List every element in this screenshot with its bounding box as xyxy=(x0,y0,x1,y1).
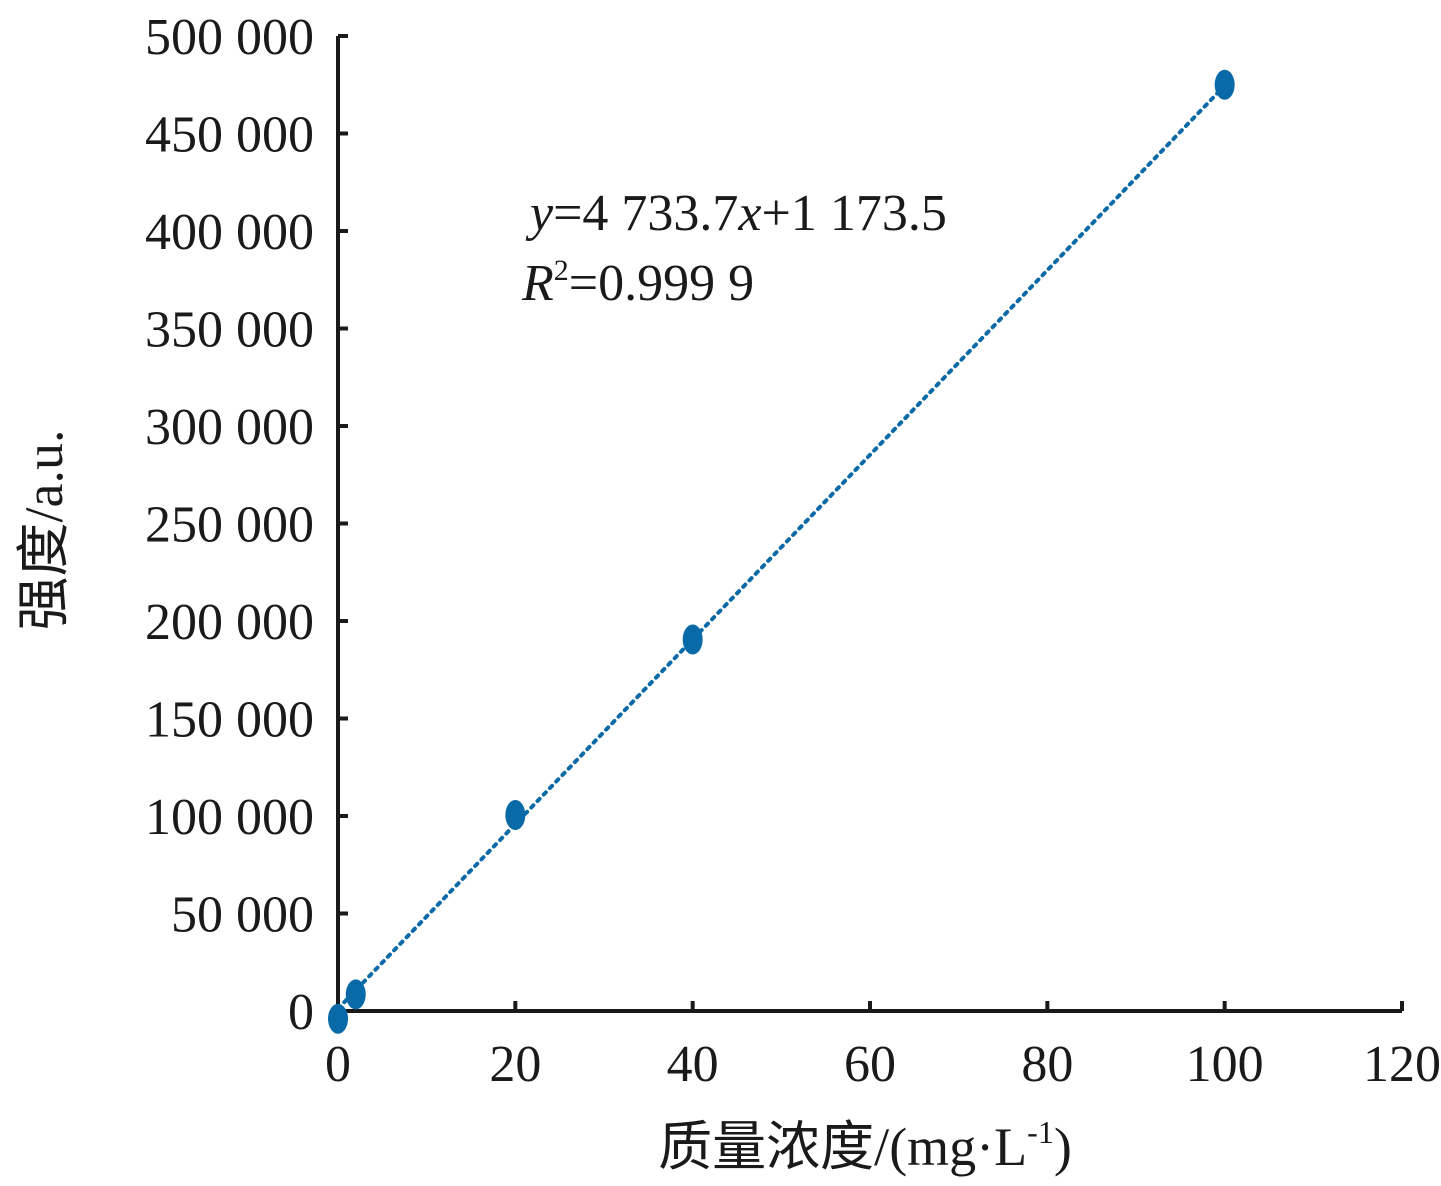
y-tick-label: 500 000 xyxy=(145,9,314,66)
r-symbol: R xyxy=(521,255,554,312)
y-tick-label: 0 xyxy=(288,984,314,1041)
r-value: =0.999 9 xyxy=(569,255,754,312)
y-axis-label: 强度/a.u. xyxy=(14,430,74,631)
trendline-group xyxy=(336,83,1227,1011)
eq-intercept: +1 173.5 xyxy=(762,185,947,242)
r-squared: R2=0.999 9 xyxy=(521,254,754,312)
y-tick-label: 200 000 xyxy=(145,594,314,651)
x-axis-label-close: ) xyxy=(1054,1117,1072,1177)
y-tick-label: 150 000 xyxy=(145,692,314,749)
x-tick-label: 100 xyxy=(1186,1036,1264,1093)
eq-x-var: x xyxy=(737,185,761,242)
trendline xyxy=(336,83,1227,1011)
y-tick-label: 300 000 xyxy=(145,399,314,456)
r-superscript: 2 xyxy=(554,254,569,287)
axes xyxy=(336,36,1402,1013)
x-tick-label: 20 xyxy=(489,1036,541,1093)
x-axis-label-sup: -1 xyxy=(1027,1114,1054,1150)
x-tick-label: 0 xyxy=(325,1036,351,1093)
data-point xyxy=(505,800,526,831)
data-point xyxy=(1214,69,1235,100)
data-point xyxy=(328,1003,348,1034)
x-axis-label: 质量浓度/(mg·L-1) xyxy=(658,1114,1072,1177)
eq-y-var: y xyxy=(525,185,554,242)
x-tick-label: 120 xyxy=(1363,1036,1441,1093)
x-axis-label-main: 质量浓度/(mg·L xyxy=(658,1117,1027,1177)
y-tick-label: 250 000 xyxy=(145,497,314,554)
regression-equation: y=4 733.7x+1 173.5 xyxy=(525,185,947,242)
x-tick-label: 40 xyxy=(667,1036,719,1093)
eq-slope: =4 733.7 xyxy=(553,185,738,242)
ticks: 0 50 000 100 000 150 000 200 000 250 000 300 0… xyxy=(145,9,1441,1093)
x-tick-label: 60 xyxy=(844,1036,896,1093)
data-point xyxy=(345,979,366,1010)
y-tick-label: 50 000 xyxy=(171,887,314,944)
x-tick-label: 80 xyxy=(1021,1036,1073,1093)
y-tick-label: 350 000 xyxy=(145,302,314,359)
data-point xyxy=(682,624,703,655)
points-group xyxy=(328,69,1235,1034)
y-tick-label: 100 000 xyxy=(145,789,314,846)
y-tick-label: 400 000 xyxy=(145,204,314,261)
y-tick-label: 450 000 xyxy=(145,107,314,164)
